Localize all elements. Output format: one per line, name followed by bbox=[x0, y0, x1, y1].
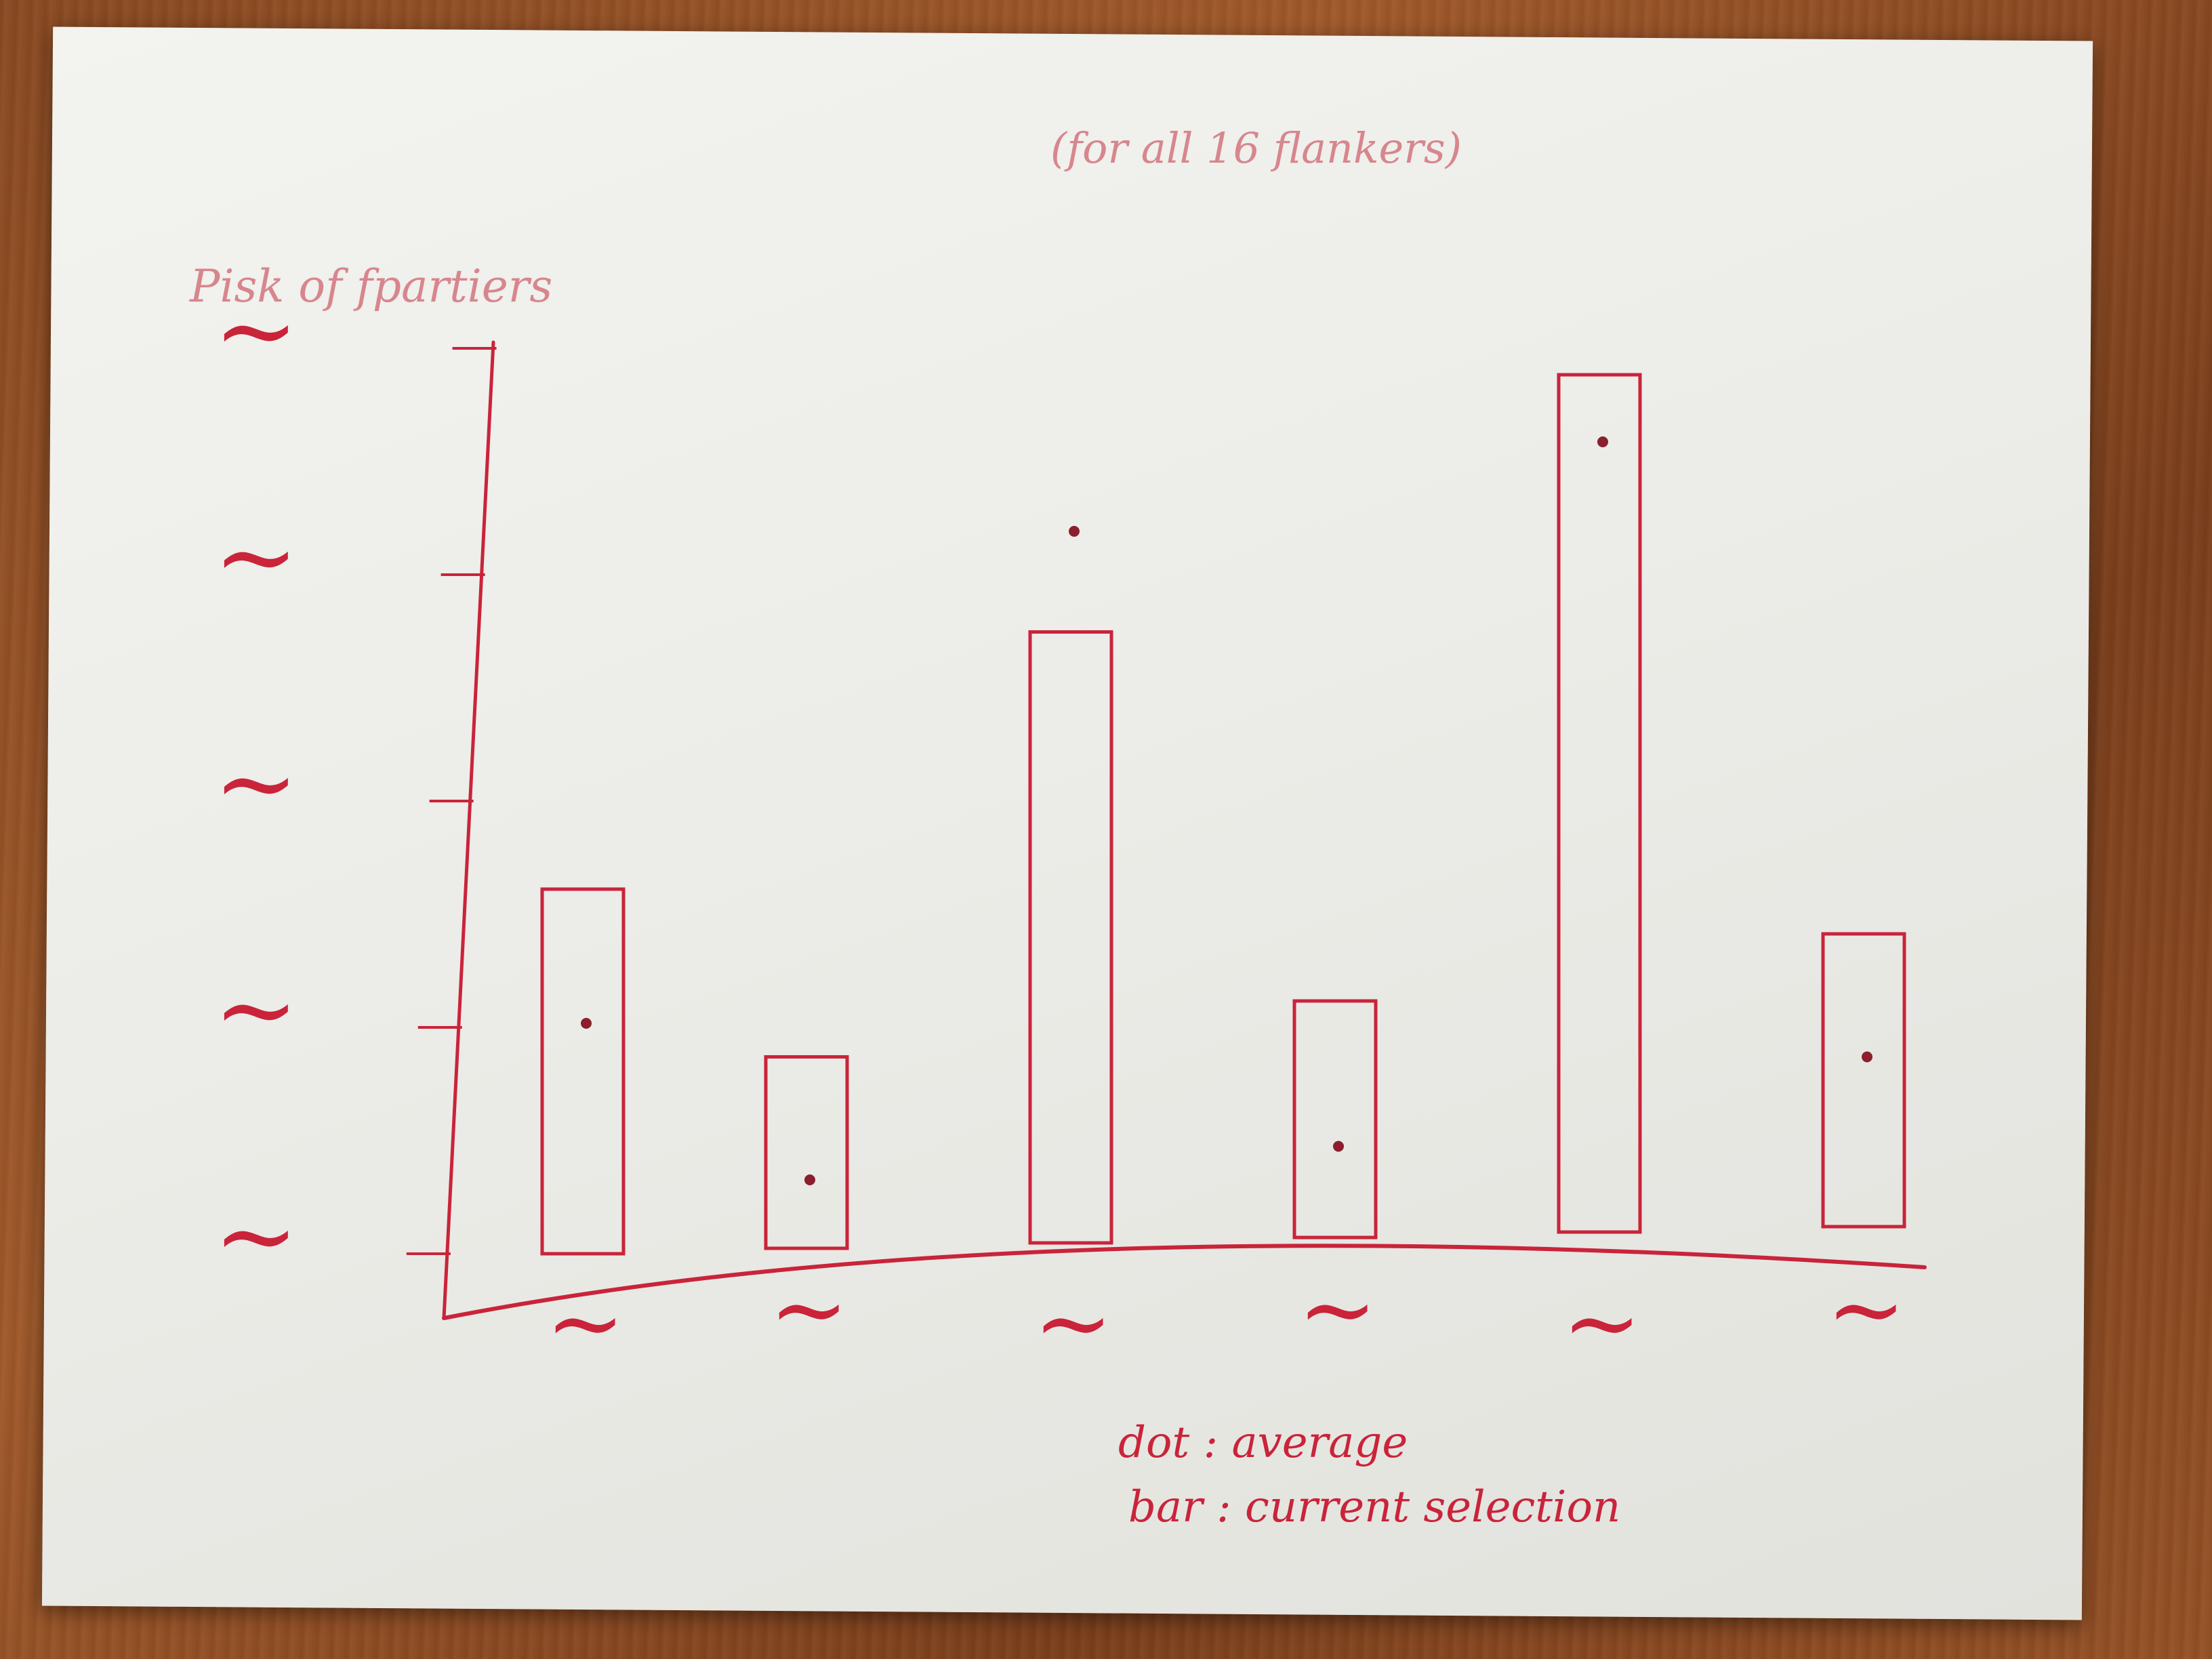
x-tick-label: ~ bbox=[546, 1268, 625, 1378]
chart-title: (for all 16 flankers) bbox=[1050, 123, 1462, 173]
x-tick-label: ~ bbox=[1033, 1268, 1113, 1378]
average-dot bbox=[1862, 1051, 1872, 1063]
average-dot bbox=[1597, 436, 1608, 447]
y-tick-label: ~ bbox=[213, 724, 299, 842]
legend-dot-label: dot : average bbox=[1118, 1418, 1408, 1468]
bar bbox=[1028, 630, 1113, 1245]
y-ticks: ~ ~ ~ ~ ~ bbox=[213, 272, 497, 1295]
average-dot bbox=[804, 1174, 815, 1185]
x-tick-label: ~ bbox=[1298, 1254, 1377, 1365]
x-tick-label: ~ bbox=[769, 1254, 848, 1365]
bar bbox=[1557, 373, 1642, 1234]
bar bbox=[540, 887, 626, 1256]
average-dot bbox=[1069, 526, 1080, 537]
y-axis-label: Pisk of fpartiers bbox=[189, 260, 552, 312]
average-dot bbox=[581, 1018, 592, 1029]
average-dots bbox=[581, 436, 1872, 1185]
y-tick-label: ~ bbox=[213, 272, 299, 390]
y-tick-label: ~ bbox=[213, 1177, 299, 1295]
x-axis-line bbox=[442, 1244, 1927, 1320]
y-tick-label: ~ bbox=[213, 498, 299, 616]
bar bbox=[764, 1055, 849, 1250]
x-tick-label: ~ bbox=[1562, 1268, 1641, 1378]
average-dot bbox=[1333, 1141, 1344, 1152]
legend-bar-label: bar : current selection bbox=[1128, 1482, 1620, 1532]
x-tick-labels: ~ ~ ~ ~ ~ ~ bbox=[546, 1254, 1906, 1378]
x-tick-label: ~ bbox=[1826, 1254, 1906, 1365]
bars bbox=[540, 373, 1906, 1256]
bar bbox=[1292, 999, 1378, 1240]
y-axis-line bbox=[442, 340, 495, 1320]
bar bbox=[1821, 932, 1906, 1229]
y-tick-label: ~ bbox=[213, 951, 299, 1069]
